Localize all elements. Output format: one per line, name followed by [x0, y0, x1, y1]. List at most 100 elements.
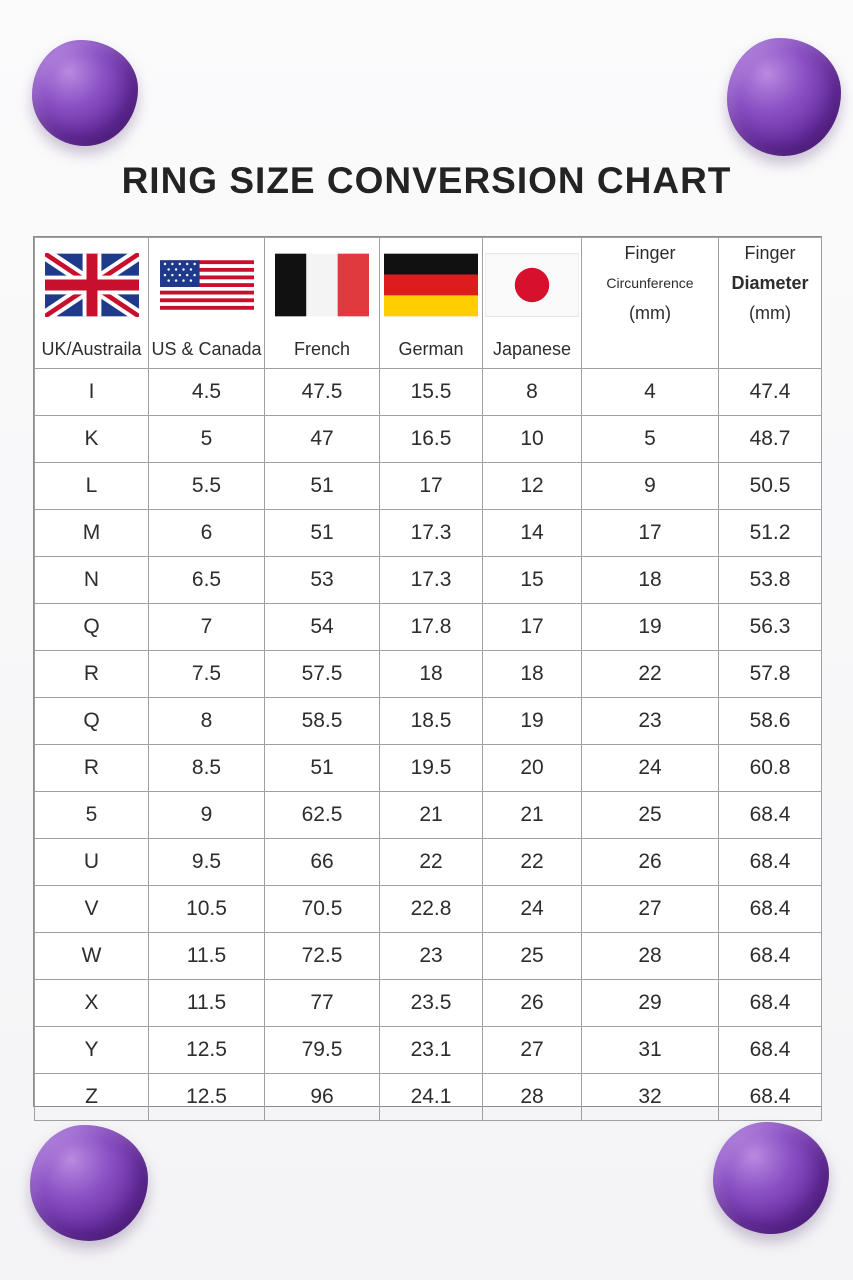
amethyst-stone-top-right — [727, 38, 841, 156]
cell-circumference-mm: 28 — [581, 932, 719, 980]
table-row: Y 12.5 79.5 23.1 27 31 68.4 — [34, 1026, 822, 1074]
cell-uk-size: Y — [34, 1026, 149, 1074]
cell-diameter-mm: 68.4 — [718, 885, 822, 933]
ring-size-table-container: UK/Austraila — [33, 236, 822, 1121]
cell-uk-size: L — [34, 462, 149, 510]
cell-uk-size: M — [34, 509, 149, 557]
us-flag-icon — [159, 253, 254, 317]
cell-diameter-mm: 57.8 — [718, 650, 822, 698]
table-row: W 11.5 72.5 23 25 28 68.4 — [34, 932, 822, 980]
header-row: UK/Austraila — [34, 237, 822, 369]
cell-french-size: 47 — [264, 415, 380, 463]
cell-circumference-mm: 27 — [581, 885, 719, 933]
cell-circumference-mm: 17 — [581, 509, 719, 557]
cell-us-size: 5.5 — [148, 462, 265, 510]
france-flag-icon — [275, 253, 369, 317]
cell-circumference-mm: 24 — [581, 744, 719, 792]
amethyst-stone-bottom-left — [30, 1125, 148, 1241]
cell-diameter-mm: 47.4 — [718, 368, 822, 416]
cell-diameter-mm: 68.4 — [718, 1026, 822, 1074]
cell-us-size: 12.5 — [148, 1026, 265, 1074]
cell-circumference-mm: 26 — [581, 838, 719, 886]
cell-diameter-mm: 53.8 — [718, 556, 822, 604]
cell-circumference-mm: 9 — [581, 462, 719, 510]
cell-french-size: 72.5 — [264, 932, 380, 980]
cell-french-size: 96 — [264, 1073, 380, 1121]
cell-diameter-mm: 68.4 — [718, 838, 822, 886]
cell-diameter-mm: 60.8 — [718, 744, 822, 792]
cell-uk-size: R — [34, 650, 149, 698]
cell-circumference-mm: 18 — [581, 556, 719, 604]
cell-us-size: 7 — [148, 603, 265, 651]
cell-uk-size: Q — [34, 697, 149, 745]
cell-japanese-size: 19 — [482, 697, 582, 745]
table-row: Q 8 58.5 18.5 19 23 58.6 — [34, 697, 822, 745]
cell-us-size: 9 — [148, 791, 265, 839]
cell-japanese-size: 21 — [482, 791, 582, 839]
cell-diameter-mm: 48.7 — [718, 415, 822, 463]
cell-us-size: 11.5 — [148, 932, 265, 980]
cell-uk-size: I — [34, 368, 149, 416]
cell-japanese-size: 25 — [482, 932, 582, 980]
cell-diameter-mm: 51.2 — [718, 509, 822, 557]
table-row: R 8.5 51 19.5 20 24 60.8 — [34, 744, 822, 792]
cell-us-size: 11.5 — [148, 979, 265, 1027]
cell-japanese-size: 18 — [482, 650, 582, 698]
table-row: X 11.5 77 23.5 26 29 68.4 — [34, 979, 822, 1027]
cell-us-size: 7.5 — [148, 650, 265, 698]
cell-uk-size: Z — [34, 1073, 149, 1121]
cell-french-size: 62.5 — [264, 791, 380, 839]
cell-german-size: 15.5 — [379, 368, 483, 416]
cell-japanese-size: 28 — [482, 1073, 582, 1121]
cell-japanese-size: 17 — [482, 603, 582, 651]
cell-french-size: 66 — [264, 838, 380, 886]
cell-us-size: 12.5 — [148, 1073, 265, 1121]
cell-uk-size: V — [34, 885, 149, 933]
header-finger-diameter: Finger Diameter (mm) — [718, 237, 822, 369]
japan-flag-icon — [485, 253, 579, 317]
cell-german-size: 17.8 — [379, 603, 483, 651]
table-row: R 7.5 57.5 18 18 22 57.8 — [34, 650, 822, 698]
cell-japanese-size: 22 — [482, 838, 582, 886]
germany-flag-icon — [384, 253, 478, 317]
cell-uk-size: N — [34, 556, 149, 604]
cell-french-size: 79.5 — [264, 1026, 380, 1074]
table-row: U 9.5 66 22 22 26 68.4 — [34, 838, 822, 886]
header-finger-circumference: Finger Circunference (mm) — [581, 237, 719, 369]
table-row: 5 9 62.5 21 21 25 68.4 — [34, 791, 822, 839]
cell-french-size: 58.5 — [264, 697, 380, 745]
cell-german-size: 16.5 — [379, 415, 483, 463]
header-french: French — [264, 237, 380, 369]
cell-diameter-mm: 56.3 — [718, 603, 822, 651]
table-row: M 6 51 17.3 14 17 51.2 — [34, 509, 822, 557]
cell-german-size: 22.8 — [379, 885, 483, 933]
cell-us-size: 6 — [148, 509, 265, 557]
cell-diameter-mm: 50.5 — [718, 462, 822, 510]
cell-french-size: 70.5 — [264, 885, 380, 933]
cell-uk-size: 5 — [34, 791, 149, 839]
cell-german-size: 19.5 — [379, 744, 483, 792]
table-row: N 6.5 53 17.3 15 18 53.8 — [34, 556, 822, 604]
cell-german-size: 22 — [379, 838, 483, 886]
cell-japanese-size: 12 — [482, 462, 582, 510]
cell-french-size: 77 — [264, 979, 380, 1027]
cell-us-size: 6.5 — [148, 556, 265, 604]
cell-german-size: 18.5 — [379, 697, 483, 745]
cell-circumference-mm: 32 — [581, 1073, 719, 1121]
cell-german-size: 23.1 — [379, 1026, 483, 1074]
cell-french-size: 53 — [264, 556, 380, 604]
cell-circumference-mm: 29 — [581, 979, 719, 1027]
cell-uk-size: K — [34, 415, 149, 463]
table-row: I 4.5 47.5 15.5 8 4 47.4 — [34, 368, 822, 416]
cell-french-size: 54 — [264, 603, 380, 651]
cell-german-size: 24.1 — [379, 1073, 483, 1121]
cell-uk-size: U — [34, 838, 149, 886]
cell-uk-size: Q — [34, 603, 149, 651]
cell-uk-size: X — [34, 979, 149, 1027]
cell-french-size: 47.5 — [264, 368, 380, 416]
cell-german-size: 18 — [379, 650, 483, 698]
header-japanese: Japanese — [482, 237, 582, 369]
cell-diameter-mm: 68.4 — [718, 1073, 822, 1121]
cell-diameter-mm: 68.4 — [718, 932, 822, 980]
cell-diameter-mm: 58.6 — [718, 697, 822, 745]
